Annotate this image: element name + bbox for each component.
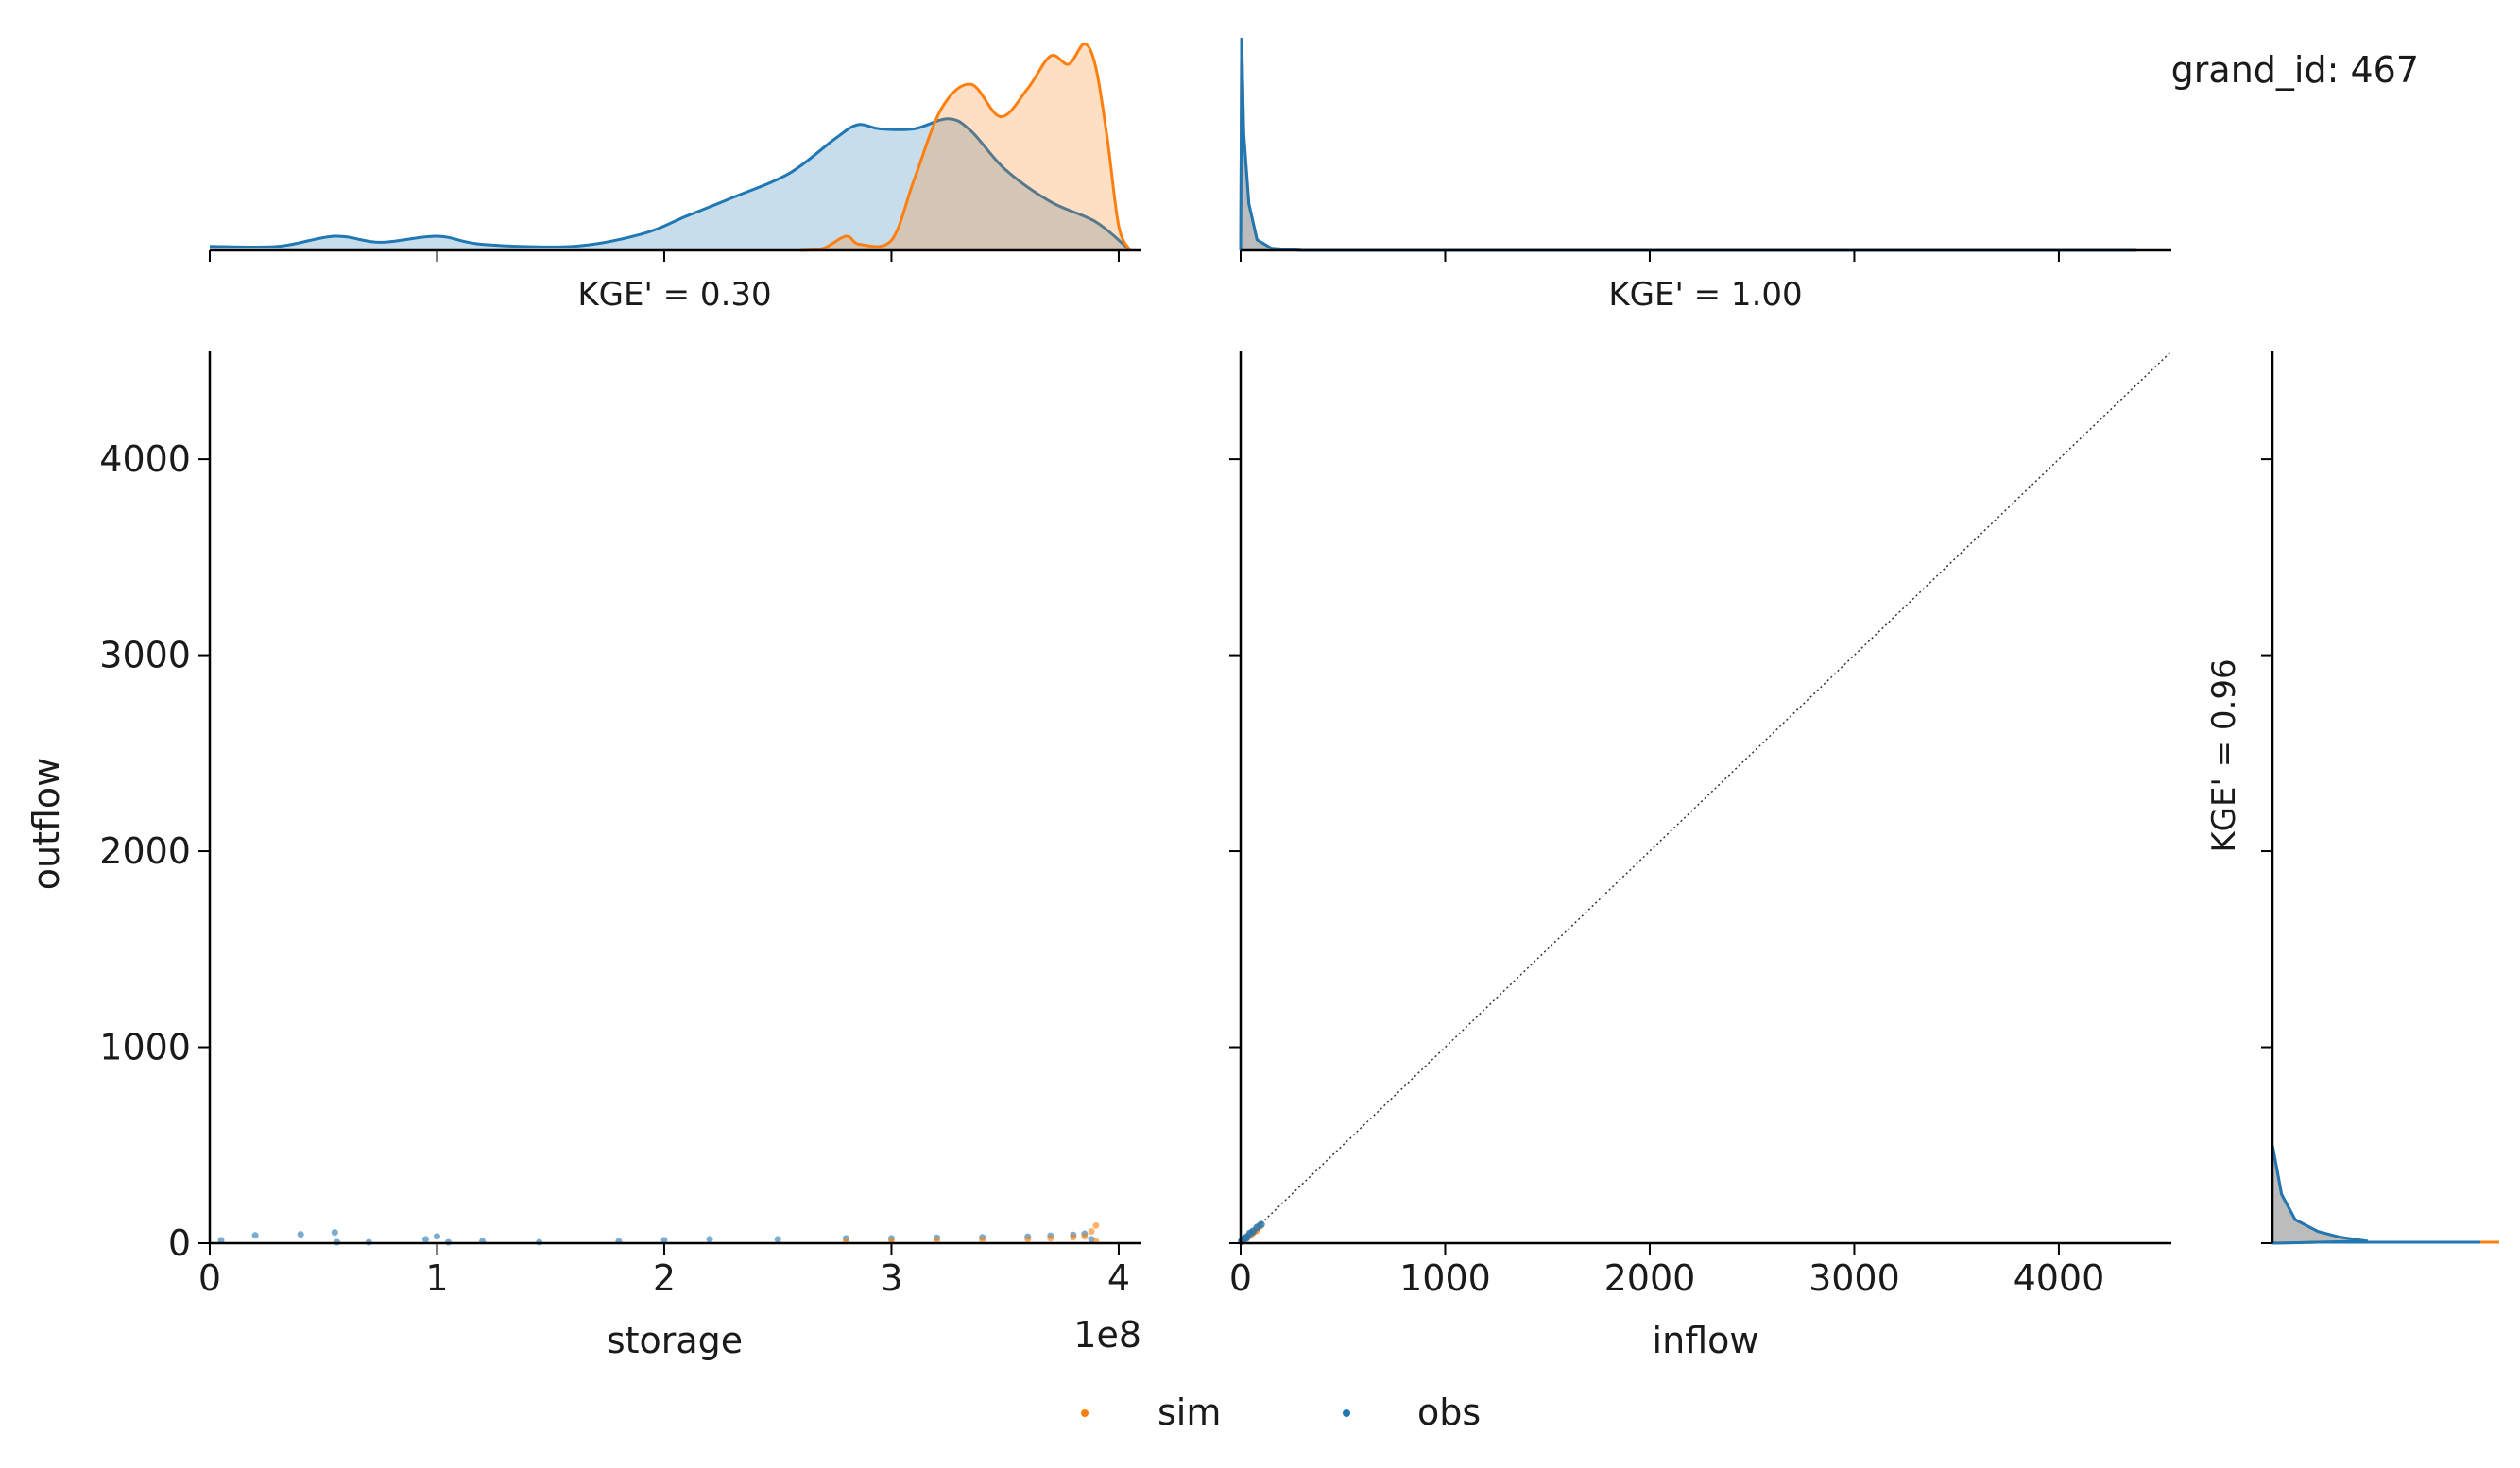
obs-kde-line — [209, 117, 1131, 252]
sim-point — [979, 1236, 986, 1243]
sim-kde-line — [800, 42, 1132, 252]
storage-scatter-y-tick-label: 2000 — [99, 830, 191, 872]
legend-label-sim: sim — [1157, 1391, 1221, 1433]
sim-point — [934, 1237, 941, 1244]
storage-scatter-x-tick-label: 4 — [1107, 1257, 1130, 1299]
y-axis-label-outflow: outflow — [26, 758, 67, 891]
sim-kde-fill — [1241, 38, 2137, 250]
sim-kde-fill — [2272, 1145, 2368, 1243]
sim-kde-fill — [800, 43, 1130, 250]
obs-point — [251, 1232, 259, 1239]
legend-marker-obs — [1343, 1409, 1350, 1417]
sim-point — [1081, 1233, 1089, 1240]
storage-distribution-title: KGE' = 0.30 — [577, 276, 771, 314]
obs-point — [1257, 1220, 1265, 1229]
obs-kde-fill — [210, 118, 1130, 250]
x-axis-offset-text: 1e8 — [1073, 1314, 1141, 1356]
legend-label-obs: obs — [1417, 1391, 1481, 1433]
storage-outflow-scatter-panel: 0 1 2 3 4 0 1000 2000 3000 4000 — [99, 351, 1141, 1299]
storage-scatter-y-tick-label: 4000 — [99, 438, 191, 480]
inflow-scatter-x-tick-label: 0 — [1229, 1257, 1252, 1299]
inflow-distribution-title: KGE' = 1.00 — [1608, 276, 1802, 314]
inflow-scatter-x-tick-label: 3000 — [1809, 1257, 1900, 1299]
storage-scatter-x-tick-label: 1 — [425, 1257, 448, 1299]
legend-marker-sim — [1081, 1409, 1089, 1417]
sim-kde-line — [1239, 37, 2137, 252]
obs-kde-fill — [1241, 38, 2137, 250]
one-to-one-line — [1240, 350, 2172, 1244]
obs-point — [706, 1236, 713, 1243]
storage-scatter-y-tick-label: 3000 — [99, 635, 191, 676]
legend: sim obs — [1081, 1391, 1481, 1433]
storage-scatter-y-tick-label: 0 — [168, 1222, 191, 1264]
x-axis-label-storage: storage — [607, 1320, 743, 1361]
storage-scatter-x-tick-label: 2 — [653, 1257, 676, 1299]
grand-id-annotation: grand_id: 467 — [2171, 49, 2419, 91]
sim-point — [1088, 1228, 1095, 1236]
x-axis-label-inflow: inflow — [1653, 1320, 1759, 1361]
obs-point — [217, 1237, 225, 1244]
obs-kde-line — [1239, 37, 2137, 252]
storage-scatter-y-tick-label: 1000 — [99, 1027, 191, 1068]
storage-distribution-panel — [209, 42, 1141, 262]
outflow-distribution-panel — [2261, 351, 2499, 1245]
storage-scatter-x-tick-label: 3 — [880, 1257, 902, 1299]
obs-point — [421, 1236, 429, 1243]
sim-point — [1047, 1235, 1054, 1242]
inflow-distribution-panel — [1239, 37, 2171, 262]
inflow-outflow-scatter-panel: 0 1000 2000 3000 4000 — [1229, 350, 2172, 1299]
sim-point — [1070, 1234, 1077, 1241]
obs-point — [433, 1233, 440, 1240]
inflow-scatter-x-tick-label: 2000 — [1604, 1257, 1696, 1299]
inflow-scatter-x-tick-label: 1000 — [1399, 1257, 1491, 1299]
sim-point — [1092, 1221, 1100, 1229]
obs-point — [297, 1231, 304, 1238]
sim-point — [1024, 1236, 1032, 1243]
obs-point — [331, 1229, 338, 1237]
obs-kde-fill — [2272, 1145, 2368, 1243]
outflow-distribution-title: KGE' = 0.96 — [2205, 658, 2243, 852]
obs-point — [774, 1236, 781, 1243]
storage-scatter-x-tick-label: 0 — [198, 1257, 221, 1299]
obs-point — [660, 1237, 668, 1244]
inflow-scatter-x-tick-label: 4000 — [2014, 1257, 2105, 1299]
